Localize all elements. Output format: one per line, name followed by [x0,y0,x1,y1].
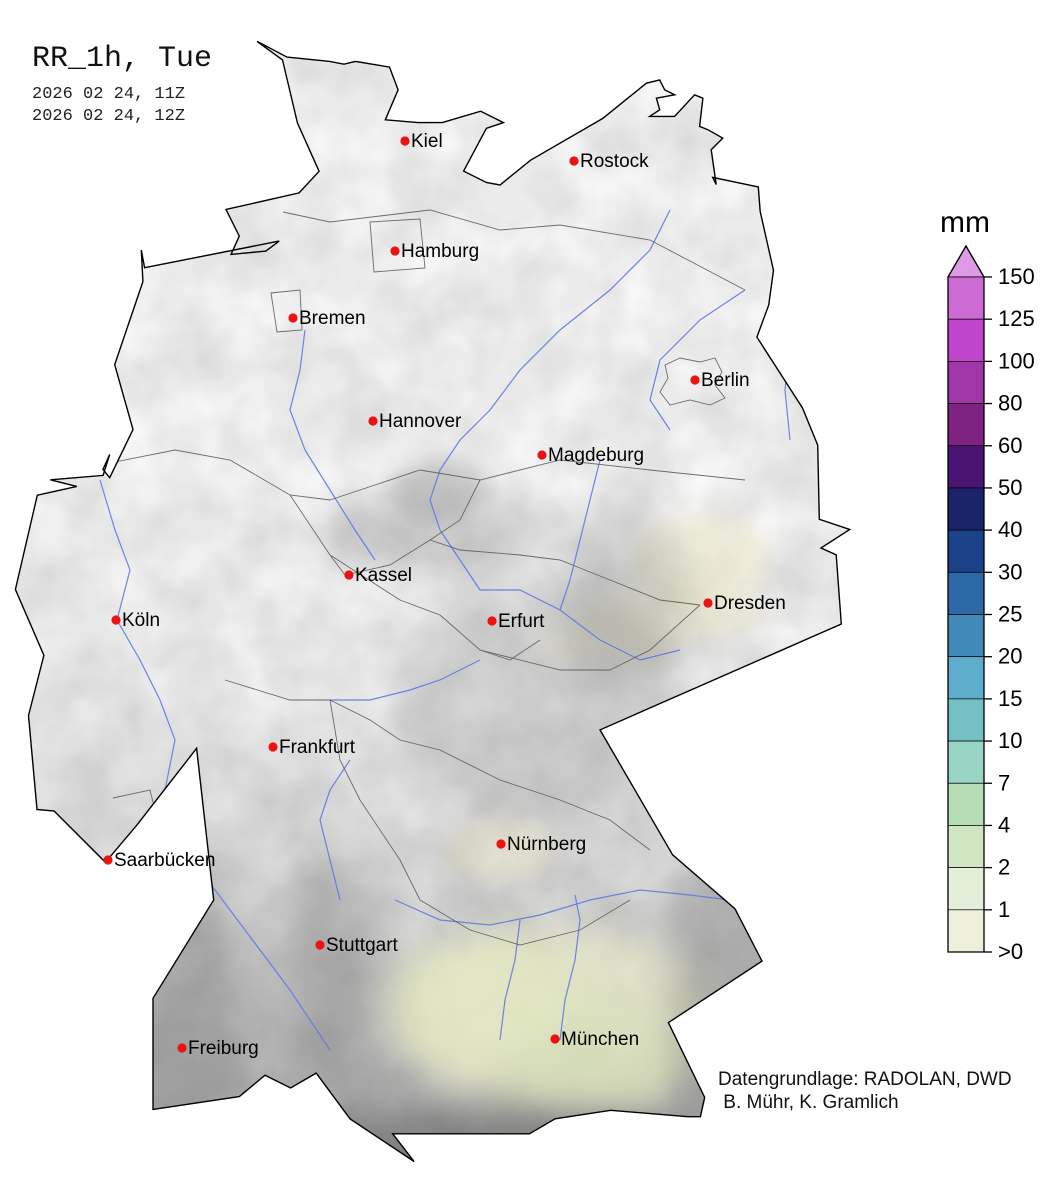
svg-text:Erfurt: Erfurt [498,611,545,632]
svg-text:30: 30 [998,559,1022,584]
svg-text:80: 80 [998,391,1022,416]
svg-text:Nürnberg: Nürnberg [507,834,586,855]
svg-text:Hannover: Hannover [379,411,462,432]
svg-text:40: 40 [998,517,1022,542]
svg-text:Freiburg: Freiburg [188,1038,259,1059]
svg-text:Kassel: Kassel [355,565,412,586]
svg-text:>0: >0 [998,939,1023,964]
svg-text:60: 60 [998,433,1022,458]
svg-text:2: 2 [998,855,1010,880]
svg-text:150: 150 [998,264,1035,289]
svg-text:7: 7 [998,770,1010,795]
svg-text:Magdeburg: Magdeburg [548,445,644,466]
svg-text:4: 4 [998,812,1010,837]
svg-text:Rostock: Rostock [580,151,649,172]
svg-text:10: 10 [998,728,1022,753]
svg-text:Kiel: Kiel [411,131,443,152]
svg-text:Saarbücken: Saarbücken [114,850,215,871]
svg-text:50: 50 [998,475,1022,500]
svg-text:Dresden: Dresden [714,593,786,614]
svg-text:Berlin: Berlin [701,370,750,391]
svg-text:25: 25 [998,602,1022,627]
svg-text:15: 15 [998,686,1022,711]
svg-text:Köln: Köln [122,610,160,631]
svg-text:1: 1 [998,897,1010,922]
svg-text:Bremen: Bremen [299,308,366,329]
svg-text:Hamburg: Hamburg [401,241,479,262]
svg-text:Stuttgart: Stuttgart [326,935,399,956]
svg-text:mm: mm [940,206,990,239]
svg-text:Frankfurt: Frankfurt [279,737,356,758]
svg-text:20: 20 [998,644,1022,669]
svg-text:100: 100 [998,348,1035,373]
svg-text:125: 125 [998,306,1035,331]
svg-text:München: München [561,1029,639,1050]
